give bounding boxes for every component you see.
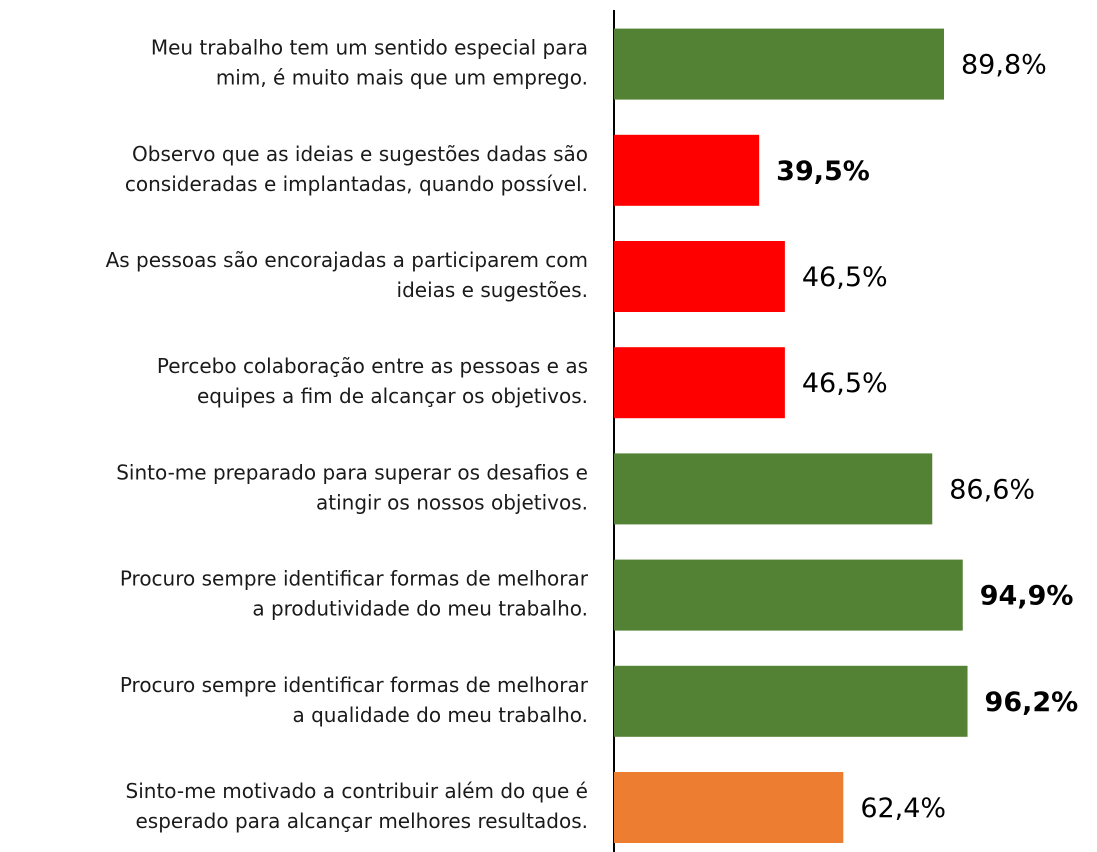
bar <box>614 28 945 100</box>
value-label: 39,5% <box>776 156 870 187</box>
category-label: Procuro sempre identificar formas de mel… <box>120 567 589 591</box>
category-label: Sinto-me preparado para superar os desaf… <box>116 460 588 484</box>
bar <box>614 665 968 737</box>
category-label: a produtividade do meu trabalho. <box>252 597 588 621</box>
category-label: As pessoas são encorajadas a participare… <box>106 248 588 272</box>
category-label: a qualidade do meu trabalho. <box>292 703 588 727</box>
category-label: ideias e sugestões. <box>397 278 588 302</box>
category-label: mim, é muito mais que um emprego. <box>216 66 588 90</box>
bar <box>614 453 933 525</box>
value-label: 86,6% <box>949 474 1035 505</box>
category-label: Procuro sempre identificar formas de mel… <box>120 673 589 697</box>
value-label: 46,5% <box>802 262 888 293</box>
value-label: 62,4% <box>860 793 946 824</box>
bar <box>614 347 785 419</box>
category-label: Meu trabalho tem um sentido especial par… <box>151 36 588 60</box>
value-label: 96,2% <box>985 687 1079 718</box>
category-label: consideradas e implantadas, quando possí… <box>125 172 588 196</box>
value-label: 94,9% <box>980 581 1074 612</box>
value-label: 46,5% <box>802 368 888 399</box>
category-label: Sinto-me motivado a contribuir além do q… <box>126 779 588 803</box>
category-label: Observo que as ideias e sugestões dadas … <box>132 142 588 166</box>
bar <box>614 772 844 843</box>
bar <box>614 559 963 631</box>
category-label: atingir os nossos objetivos. <box>316 490 588 514</box>
category-label: Percebo colaboração entre as pessoas e a… <box>157 354 588 378</box>
bar <box>614 134 760 206</box>
category-label: equipes a fim de alcançar os objetivos. <box>197 384 588 408</box>
bar <box>614 241 785 312</box>
category-label: esperado para alcançar melhores resultad… <box>135 809 588 833</box>
value-label: 89,8% <box>961 50 1047 81</box>
